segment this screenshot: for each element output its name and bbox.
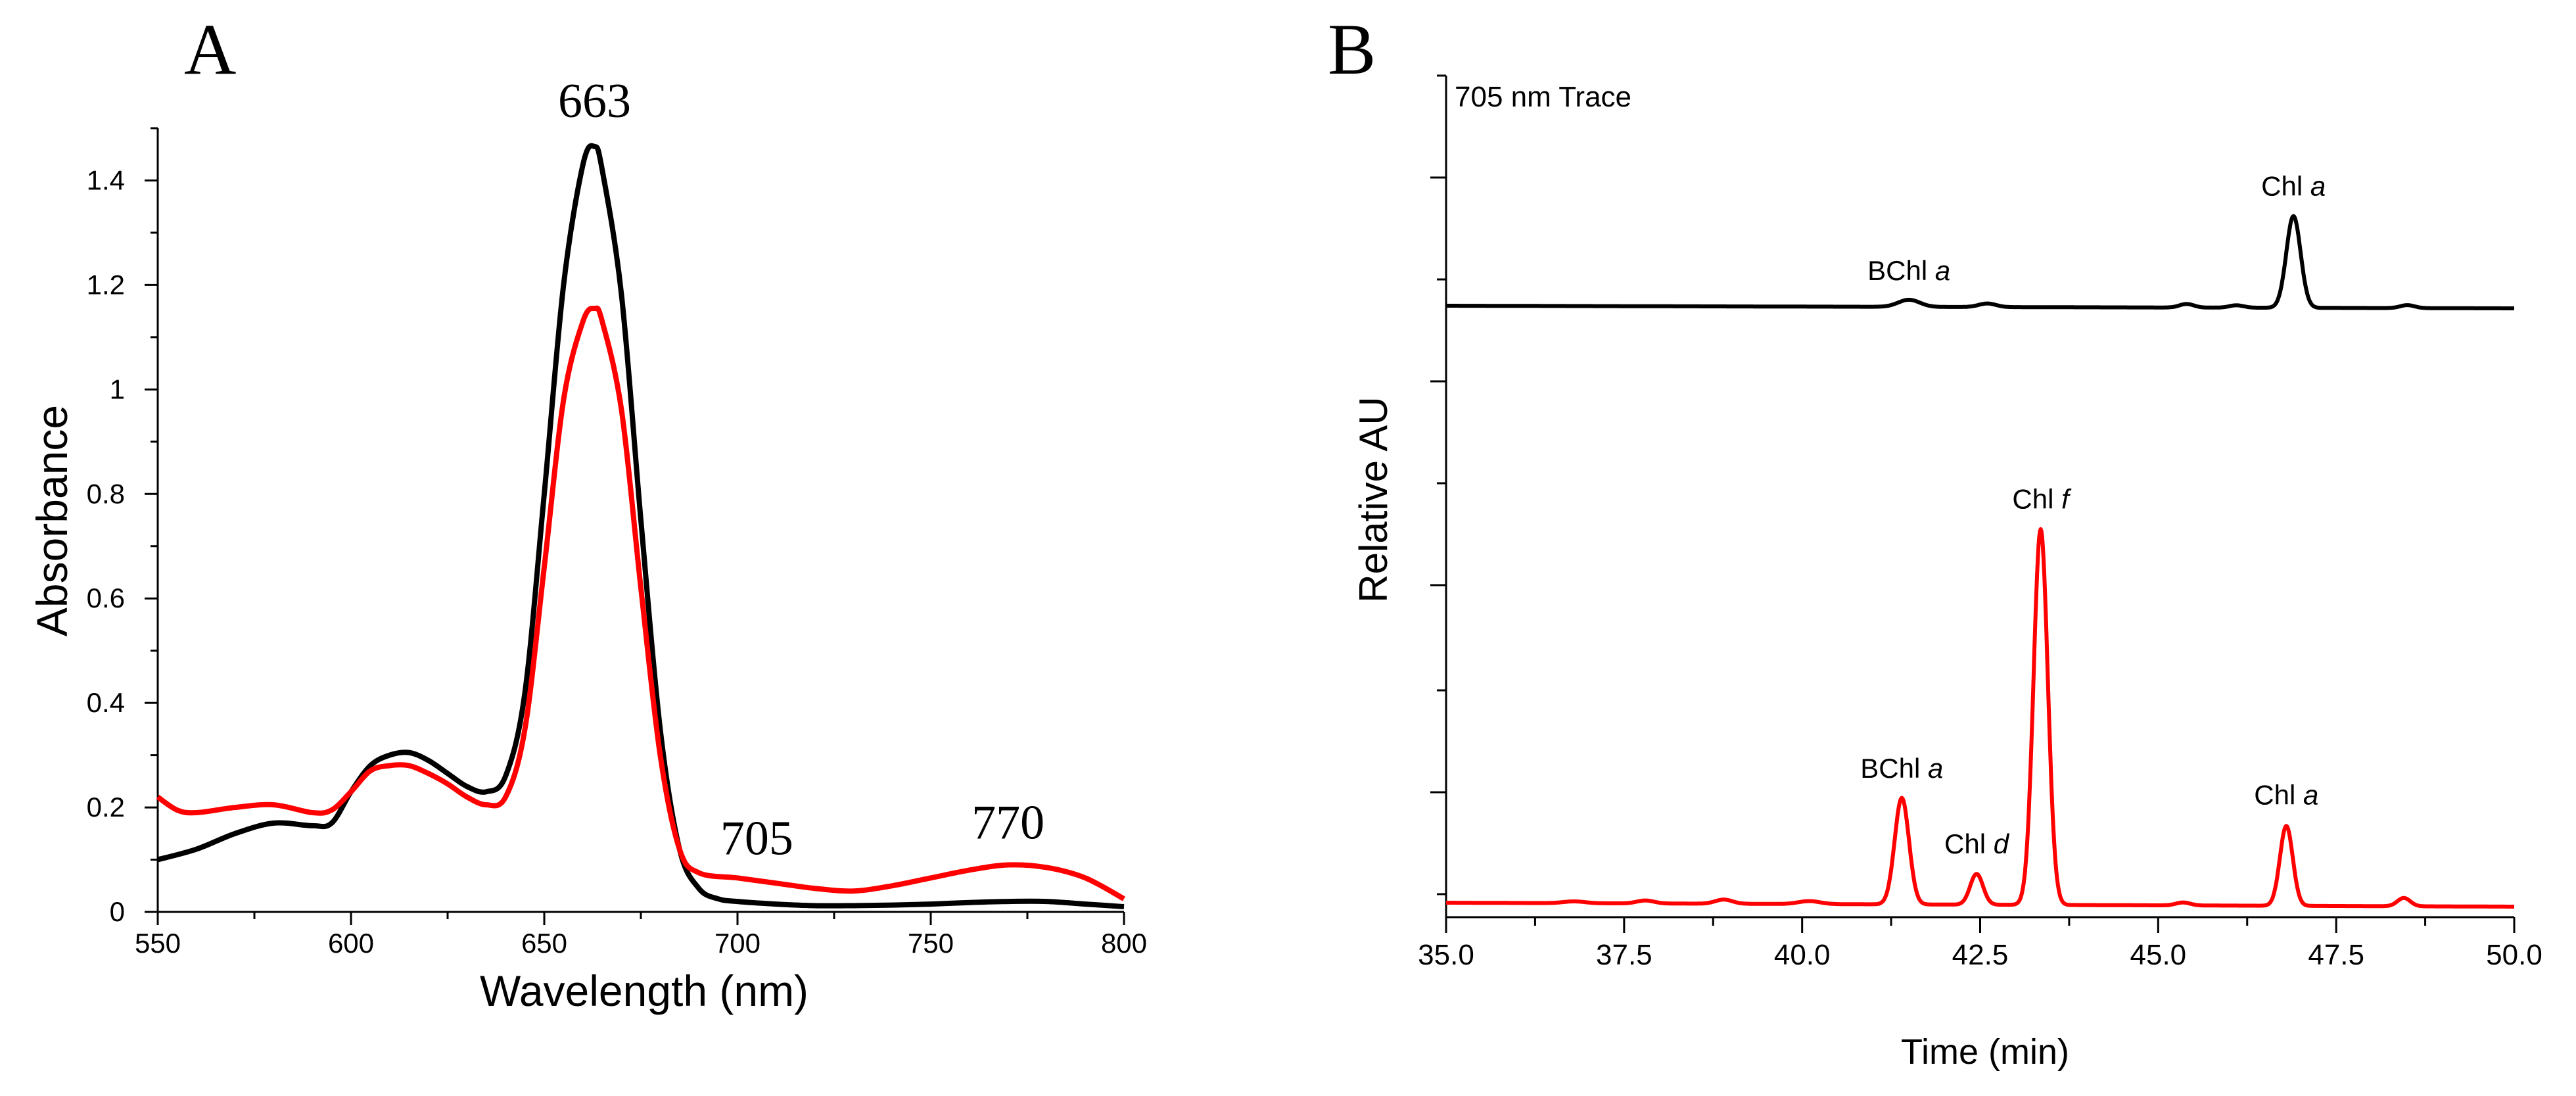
- peak-label-variant: a: [2303, 780, 2318, 811]
- peak-label-variant: a: [1935, 255, 1950, 286]
- panel-a-series-red: [156, 305, 1125, 901]
- panel-b-x-tick-label: 50.0: [2486, 939, 2542, 971]
- panel-b-trace-label: 705 nm Trace: [1455, 81, 1631, 113]
- panel-a-y-axis-label: Absorbance: [28, 405, 76, 636]
- panel-a-series-black: [156, 143, 1125, 910]
- panel-b-peak-label: BChl a: [1860, 753, 1943, 784]
- panel-b-peak-label: Chl a: [2254, 780, 2318, 811]
- peak-label-variant: d: [1994, 828, 2010, 859]
- panel-a-x-ticks: 550 600 650 700 750 800: [135, 912, 1147, 959]
- peak-label-name: Chl: [2261, 171, 2310, 202]
- panel-b-x-tick-label: 40.0: [1774, 939, 1831, 971]
- peak-label-name: Chl: [2254, 780, 2303, 811]
- panel-a-y-tick-label: 0.6: [87, 583, 125, 613]
- panel-a-y-tick-label: 1: [110, 373, 125, 404]
- panel-b-peak-label: Chl d: [1944, 828, 2010, 859]
- peak-label-name: BChl: [1860, 753, 1928, 784]
- panel-a-y-tick-label: 1.4: [87, 164, 125, 195]
- panel-b-black-trace: [1445, 214, 2516, 310]
- peak-label-name: BChl: [1867, 255, 1935, 286]
- panel-a-y-tick-label: 0.8: [87, 478, 125, 509]
- panel-a-x-tick-label: 750: [908, 928, 954, 959]
- panel-b-series: [1445, 214, 2516, 909]
- panel-a-y-tick-label: 0.4: [87, 687, 125, 718]
- panel-a-label: A: [184, 9, 236, 89]
- panel-a: A Absorbance Wavelength (nm) 550 600 650 70…: [28, 9, 1147, 1015]
- panel-b-axes: [1430, 74, 2514, 918]
- peak-label-variant: a: [1928, 753, 1943, 784]
- panel-a-x-axis-label: Wavelength (nm): [480, 966, 808, 1015]
- peak-label-name: Chl: [2012, 484, 2061, 515]
- panel-a-series: [156, 143, 1125, 910]
- panel-b-peak-label: Chl a: [2261, 171, 2326, 202]
- panel-b-x-axis-label: Time (min): [1901, 1032, 2069, 1072]
- panel-b-x-tick-label: 35.0: [1418, 939, 1474, 971]
- panel-b-peak-label: Chl f: [2012, 484, 2072, 515]
- panel-a-x-tick-label: 600: [328, 928, 374, 959]
- panel-a-peak-annotation: 705: [720, 812, 793, 866]
- panel-b-x-tick-label: 47.5: [2308, 939, 2364, 971]
- panel-a-x-tick-label: 700: [714, 928, 761, 959]
- panel-b-red-trace: [1445, 527, 2516, 909]
- panel-a-y-tick-label: 0.2: [87, 792, 125, 822]
- panel-a-y-tick-label: 1.2: [87, 269, 125, 300]
- panel-a-x-tick-label: 800: [1101, 928, 1147, 959]
- panel-b-x-tick-label: 42.5: [1952, 939, 2009, 971]
- panel-a-y-tick-label: 0: [110, 896, 125, 927]
- panel-b-label: B: [1328, 9, 1376, 89]
- panel-b-y-axis-label: Relative AU: [1351, 396, 1395, 602]
- panel-b: B 705 nm Trace Relative AU Time (min) 35…: [1328, 9, 2542, 1072]
- panel-a-y-ticks: 0 0.2 0.4 0.6 0.8 1 1.2 1.4: [87, 127, 158, 927]
- panel-b-x-tick-label: 45.0: [2130, 939, 2187, 971]
- panel-a-annotations: 663 705 770: [558, 74, 1044, 866]
- panel-a-x-tick-label: 550: [135, 928, 181, 959]
- peak-label-variant: f: [2061, 484, 2072, 515]
- panel-b-x-tick-label: 37.5: [1596, 939, 1652, 971]
- panel-b-x-ticks: 35.0 37.5 40.0 42.5 45.0 47.5 50.0: [1418, 917, 2542, 971]
- panel-a-peak-annotation: 663: [558, 74, 631, 128]
- peak-label-name: Chl: [1944, 828, 1994, 859]
- peak-label-variant: a: [2310, 171, 2326, 202]
- panel-b-peak-label: BChl a: [1867, 255, 1950, 286]
- panel-a-x-tick-label: 650: [521, 928, 567, 959]
- panel-a-peak-annotation: 770: [972, 796, 1044, 850]
